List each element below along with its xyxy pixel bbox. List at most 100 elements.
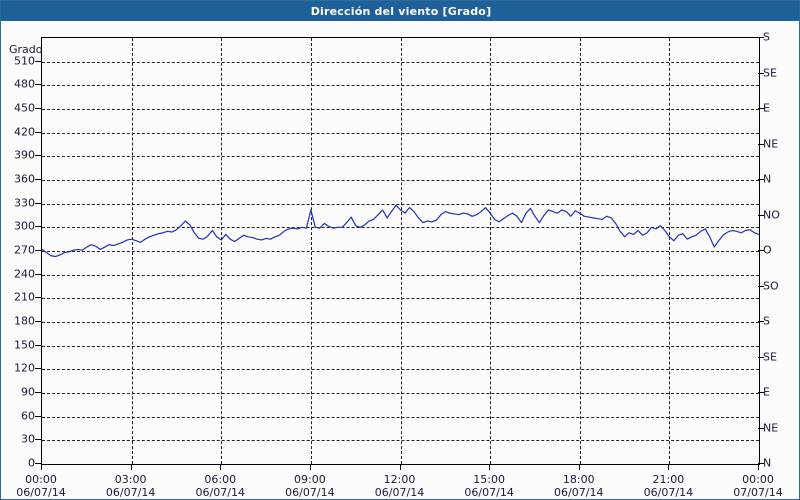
x-axis-tick-date: 06/07/14 bbox=[554, 486, 604, 499]
y-axis-tick-mark-right bbox=[758, 285, 764, 287]
y-axis-tick-mark-left bbox=[35, 463, 41, 464]
x-axis-tick-mark bbox=[578, 464, 580, 470]
y-axis-tick-mark-right bbox=[758, 37, 764, 38]
y-axis-tick-mark-left bbox=[35, 321, 41, 322]
y-axis-tick-label-left: 480 bbox=[14, 77, 35, 91]
y-axis-tick-mark-left bbox=[35, 439, 41, 441]
y-axis-tick-mark-left bbox=[35, 131, 41, 133]
y-axis-tick-mark-left bbox=[35, 202, 41, 204]
y-axis-tick-label-left: 150 bbox=[14, 338, 35, 352]
y-axis-tick-label-right: NE bbox=[763, 421, 779, 434]
y-axis-tick-label-left: 90 bbox=[21, 385, 35, 399]
x-axis-tick-time: 00:00 bbox=[742, 473, 774, 486]
chart-area: Grado 510 480 450 420 390 360 330 300 270 240 210 1… bbox=[1, 21, 799, 499]
y-axis-tick-label-left: 330 bbox=[14, 196, 35, 210]
x-axis-tick-date: 06/07/14 bbox=[464, 486, 514, 499]
x-axis-tick-time: 09:00 bbox=[294, 473, 326, 486]
x-axis-tick-date: 06/07/14 bbox=[105, 486, 156, 499]
x-axis-tick-time: 03:00 bbox=[114, 473, 147, 486]
y-axis-tick-label-right: NO bbox=[763, 208, 780, 221]
y-axis-tick-label-right: E bbox=[763, 101, 770, 115]
y-axis-tick-label-right: O bbox=[763, 243, 772, 257]
x-axis-tick-mark bbox=[399, 464, 401, 470]
y-axis-tick-label-left: 450 bbox=[14, 101, 35, 115]
y-axis-tick-mark-left bbox=[35, 179, 41, 180]
x-axis-tick-time: 15:00 bbox=[473, 473, 505, 486]
y-axis-tick-mark-right bbox=[758, 214, 764, 216]
x-axis-tick-date: 06/07/14 bbox=[374, 486, 425, 499]
y-axis-tick-label-right: NE bbox=[763, 137, 779, 150]
x-axis-tick-label: 03:00 06/07/14 bbox=[96, 473, 166, 499]
window-title-bar: Dirección del viento [Grado] bbox=[1, 1, 799, 21]
y-axis-tick-label-left: 180 bbox=[14, 314, 35, 328]
y-axis-tick-mark-left bbox=[35, 108, 41, 109]
x-axis-tick-mark bbox=[220, 464, 222, 470]
y-axis-tick-label-right: S bbox=[763, 314, 770, 328]
gridline-vertical bbox=[490, 38, 492, 464]
y-axis-tick-label-left: 390 bbox=[14, 148, 35, 162]
gridline-vertical bbox=[669, 38, 671, 464]
x-axis-tick-mark bbox=[309, 464, 311, 470]
y-axis-tick-mark-right bbox=[758, 179, 764, 180]
x-axis-tick-label: 00:00 07/07/14 bbox=[723, 473, 793, 499]
x-axis-tick-time: 12:00 bbox=[383, 473, 416, 486]
y-axis-tick-label-right: SE bbox=[763, 350, 777, 363]
y-axis-tick-mark-right bbox=[758, 463, 764, 464]
y-axis-tick-label-left: 210 bbox=[14, 290, 35, 304]
x-axis-tick-date: 06/07/14 bbox=[16, 486, 66, 499]
y-axis-tick-label-left: 510 bbox=[14, 54, 35, 68]
x-axis-tick-time: 21:00 bbox=[652, 473, 685, 486]
y-axis-tick-label-left: 0 bbox=[28, 456, 35, 470]
y-axis-tick-label-right: SE bbox=[763, 66, 777, 79]
y-axis-tick-mark-left bbox=[35, 297, 41, 299]
x-axis-tick-date: 07/07/14 bbox=[733, 486, 783, 499]
y-axis-tick-mark-right bbox=[758, 427, 764, 429]
x-axis-tick-label: 21:00 06/07/14 bbox=[633, 473, 703, 499]
x-axis-tick-label: 09:00 06/07/14 bbox=[275, 473, 345, 499]
y-axis-tick-mark-left bbox=[35, 84, 41, 86]
x-axis-tick-time: 18:00 bbox=[562, 473, 595, 486]
y-axis-tick-mark-right bbox=[758, 321, 764, 322]
x-axis-tick-mark bbox=[758, 464, 759, 470]
y-axis-tick-mark-right bbox=[758, 108, 764, 109]
y-axis-tick-mark-right bbox=[758, 72, 764, 74]
y-axis-tick-label-left: 120 bbox=[14, 361, 35, 375]
y-axis-tick-label-left: 240 bbox=[14, 267, 35, 281]
y-axis-tick-mark-right bbox=[758, 143, 764, 145]
y-axis-tick-label-left: 420 bbox=[14, 125, 35, 139]
x-axis-tick-date: 06/07/14 bbox=[195, 486, 245, 499]
y-axis-tick-mark-right bbox=[758, 356, 764, 358]
y-axis-tick-label-right: S bbox=[763, 30, 770, 44]
plot-frame bbox=[41, 37, 760, 465]
y-axis-tick-label-left: 360 bbox=[14, 172, 35, 186]
y-axis-tick-mark-right bbox=[758, 250, 764, 251]
x-axis-tick-label: 12:00 06/07/14 bbox=[365, 473, 435, 499]
page-title: Dirección del viento [Grado] bbox=[310, 4, 492, 18]
y-axis-tick-label-left: 300 bbox=[14, 219, 35, 233]
y-axis-tick-label-left: 30 bbox=[21, 432, 35, 446]
y-axis-tick-label-right: E bbox=[763, 385, 770, 399]
x-axis-tick-time: 06:00 bbox=[204, 473, 237, 486]
y-axis-tick-label-right: N bbox=[763, 456, 772, 470]
gridline-vertical bbox=[310, 38, 312, 464]
x-axis-tick-date: 06/07/14 bbox=[643, 486, 694, 499]
x-axis-tick-label: 18:00 06/07/14 bbox=[544, 473, 614, 499]
y-axis-unit-label: Grado bbox=[9, 43, 43, 56]
x-axis-tick-mark bbox=[130, 464, 132, 470]
x-axis-tick-date: 06/07/14 bbox=[285, 486, 335, 499]
x-axis-tick-mark bbox=[41, 464, 42, 470]
x-axis-tick-label: 06:00 06/07/14 bbox=[185, 473, 255, 499]
y-axis-tick-mark-left bbox=[35, 60, 41, 62]
gridline-vertical bbox=[579, 38, 581, 464]
gridline-vertical bbox=[131, 38, 133, 464]
y-axis-tick-label-right: N bbox=[763, 172, 772, 186]
gridline-vertical bbox=[221, 38, 223, 464]
x-axis-tick-time: 00:00 bbox=[25, 473, 57, 486]
y-axis-tick-mark-right bbox=[758, 392, 764, 393]
gridline-vertical bbox=[400, 38, 402, 464]
x-axis-tick-mark bbox=[668, 464, 670, 470]
x-axis-tick-label: 15:00 06/07/14 bbox=[454, 473, 524, 499]
y-axis-tick-label-left: 60 bbox=[21, 409, 35, 423]
y-axis-tick-mark-left bbox=[35, 155, 41, 157]
